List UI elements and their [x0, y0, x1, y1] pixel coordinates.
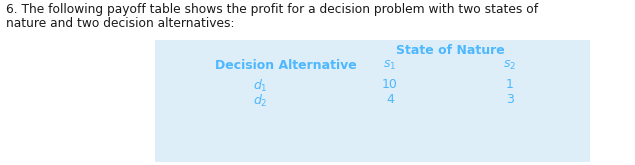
FancyBboxPatch shape — [155, 40, 590, 162]
Text: Decision Alternative: Decision Alternative — [215, 59, 357, 72]
Text: nature and two decision alternatives:: nature and two decision alternatives: — [6, 17, 234, 30]
Text: 3: 3 — [506, 93, 514, 106]
Text: $s_2$: $s_2$ — [504, 59, 516, 72]
Text: $d_2$: $d_2$ — [253, 93, 267, 109]
Text: 6. The following payoff table shows the profit for a decision problem with two s: 6. The following payoff table shows the … — [6, 3, 538, 16]
Text: 4: 4 — [386, 93, 394, 106]
Text: 1: 1 — [506, 78, 514, 91]
Text: 10: 10 — [382, 78, 398, 91]
Text: $s_1$: $s_1$ — [384, 59, 397, 72]
Text: State of Nature: State of Nature — [396, 44, 504, 57]
Text: $d_1$: $d_1$ — [253, 78, 267, 94]
